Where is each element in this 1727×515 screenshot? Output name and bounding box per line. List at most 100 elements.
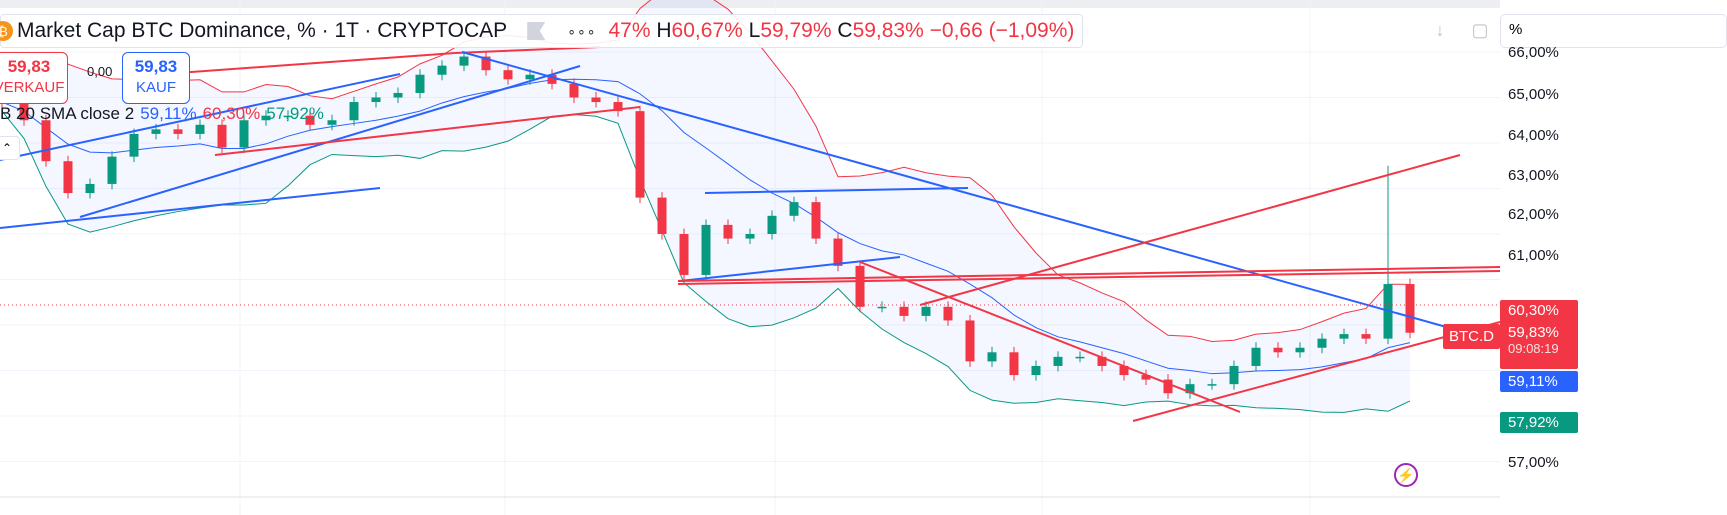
trend-line bbox=[461, 51, 1500, 343]
buy-button[interactable]: 59,83 KAUF bbox=[122, 52, 190, 104]
candle-body bbox=[85, 183, 95, 194]
close-label: C bbox=[837, 19, 853, 42]
candle-body bbox=[437, 65, 447, 75]
more-icon[interactable]: ∘∘∘ bbox=[567, 22, 597, 39]
candle-body bbox=[217, 124, 227, 148]
trend-line bbox=[214, 106, 641, 156]
candle-body bbox=[965, 320, 975, 362]
candle-body bbox=[283, 115, 293, 118]
candle-body bbox=[481, 56, 491, 71]
candle-body bbox=[855, 265, 865, 307]
trend-line bbox=[677, 266, 1500, 282]
trend-line bbox=[677, 270, 1500, 285]
bollinger-basis bbox=[1, 78, 1411, 375]
basis-tag: 59,11% bbox=[1500, 371, 1578, 392]
current-price-tag: 60,30% 59,83% 09:08:19 bbox=[1500, 300, 1578, 369]
candle-body bbox=[1361, 334, 1371, 339]
candle-body bbox=[1317, 338, 1327, 348]
grid bbox=[0, 0, 1500, 515]
symbol-legend[interactable]: ₿ Market Cap BTC Dominance, % · 1T · CRY… bbox=[0, 14, 1084, 48]
candle-body bbox=[305, 115, 315, 125]
download-arrow-icon[interactable]: ↓ bbox=[1435, 19, 1445, 40]
ohlc-high: 60,67% bbox=[671, 19, 743, 42]
candle-body bbox=[415, 74, 425, 93]
candle-body bbox=[1207, 384, 1217, 386]
candle-body bbox=[1141, 375, 1151, 380]
candle-body bbox=[525, 74, 535, 80]
candle-body bbox=[261, 115, 271, 121]
trend-line bbox=[1132, 321, 1500, 422]
candle-body bbox=[657, 197, 667, 234]
bollinger-upper bbox=[1, 0, 1411, 343]
trend-line bbox=[149, 52, 456, 76]
candle-body bbox=[767, 215, 777, 234]
ohlc-low: 59,79% bbox=[760, 19, 832, 42]
candle-body bbox=[1097, 356, 1107, 366]
trend-line bbox=[454, 46, 601, 54]
tick-label: 62,00% bbox=[1508, 206, 1559, 223]
candle-body bbox=[833, 238, 843, 266]
spread: 0,00 bbox=[87, 64, 113, 79]
bitcoin-logo-icon: ₿ bbox=[0, 21, 13, 41]
interval: · 1T · bbox=[321, 19, 372, 42]
candle-body bbox=[547, 74, 557, 84]
low-label: L bbox=[748, 19, 761, 42]
lightning-icon[interactable]: ⚡ bbox=[1394, 463, 1418, 487]
candle-body bbox=[239, 120, 249, 148]
candle-body bbox=[679, 234, 689, 275]
candle-body bbox=[41, 120, 51, 162]
last-price-value: 59,83% bbox=[1508, 324, 1559, 341]
candle-body bbox=[569, 83, 579, 98]
indicator-name: B 20 SMA close 2 bbox=[0, 104, 135, 123]
axis-unit-selector[interactable]: % bbox=[1500, 14, 1727, 48]
candle-body bbox=[1339, 334, 1349, 339]
candle-body bbox=[1009, 352, 1019, 376]
lower-band-tag: 57,92% bbox=[1500, 412, 1578, 433]
candle-body bbox=[921, 306, 931, 316]
trend-line bbox=[919, 154, 1461, 306]
trend-line bbox=[859, 261, 1241, 413]
candle-body bbox=[327, 120, 337, 125]
candle-body bbox=[701, 224, 711, 275]
sell-button[interactable]: 59,83 VERKAUF bbox=[0, 52, 68, 104]
candle-body bbox=[129, 133, 139, 157]
buy-price: 59,83 bbox=[134, 57, 178, 76]
sell-label: VERKAUF bbox=[0, 79, 65, 96]
candle-body bbox=[613, 102, 623, 112]
candle-body bbox=[393, 92, 403, 98]
ohlc-change: −0,66 (−1,09%) bbox=[929, 19, 1075, 42]
candle-body bbox=[1163, 379, 1173, 394]
candle-body bbox=[789, 202, 799, 216]
upper-band-value: 60,30% bbox=[1508, 302, 1559, 319]
indicator-legend[interactable]: B 20 SMA close 2 59,11% 60,30% 57,92% bbox=[0, 104, 324, 124]
indicator-upper: 60,30% bbox=[202, 104, 261, 123]
indicator-lower: 57,92% bbox=[266, 104, 324, 123]
trend-line bbox=[0, 73, 401, 161]
candle-body bbox=[1251, 347, 1261, 366]
trend-line bbox=[0, 187, 381, 229]
tick-label: 65,00% bbox=[1508, 86, 1559, 103]
candle-body bbox=[1229, 365, 1239, 385]
candle-body bbox=[195, 124, 205, 134]
candle-body bbox=[591, 97, 601, 103]
flag-icon[interactable] bbox=[527, 22, 546, 40]
candle-body bbox=[635, 111, 645, 198]
candle-body bbox=[151, 129, 161, 134]
collapse-legend-chevron-up-icon[interactable]: ⌃ bbox=[0, 136, 20, 160]
tick-label: 63,00% bbox=[1508, 167, 1559, 184]
tick-label: 57,00% bbox=[1508, 454, 1559, 471]
candle-body bbox=[503, 70, 513, 80]
candle-body bbox=[877, 306, 887, 309]
ohlc-close: 59,83% bbox=[852, 19, 924, 42]
trend-lines bbox=[0, 46, 1500, 498]
exchange: CRYPTOCAP bbox=[377, 19, 508, 42]
trend-line bbox=[704, 187, 969, 194]
candle-body bbox=[811, 202, 821, 239]
price-chart[interactable] bbox=[0, 0, 1500, 515]
fullscreen-icon[interactable]: ▢ bbox=[1471, 19, 1489, 40]
symbol-title[interactable]: Market Cap BTC Dominance, % bbox=[17, 19, 316, 42]
tick-label: 66,00% bbox=[1508, 44, 1559, 61]
candle-body bbox=[987, 352, 997, 362]
buy-label: KAUF bbox=[135, 79, 176, 96]
candle-body bbox=[1273, 347, 1283, 353]
